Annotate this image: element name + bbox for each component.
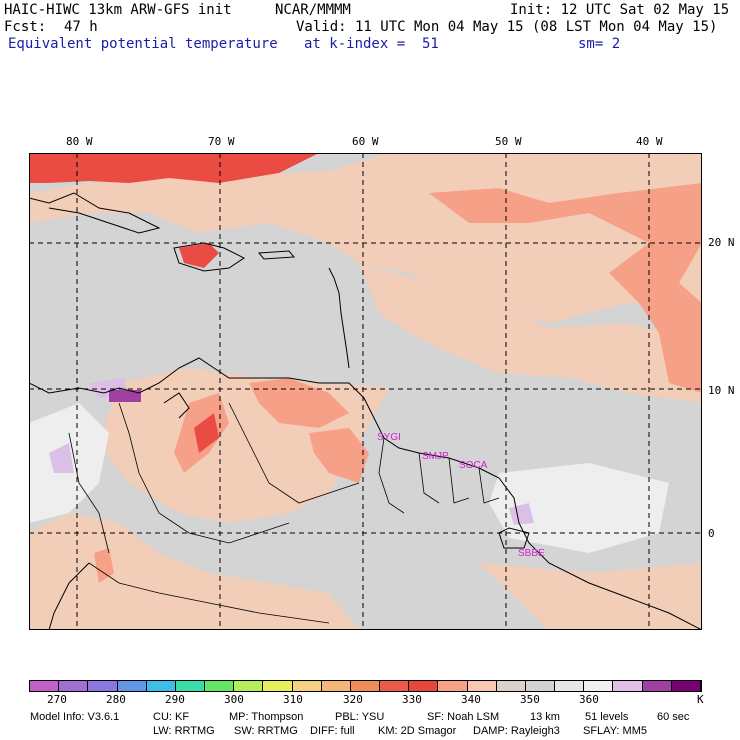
organization: NCAR/MMMM	[275, 2, 351, 18]
colorbar-swatch	[321, 681, 351, 691]
footer-levels: 51 levels	[585, 711, 629, 723]
lat-lon-grid	[29, 153, 702, 630]
model-title: HAIC-HIWC 13km ARW-GFS init	[4, 2, 232, 18]
station-smjp: SMJP	[422, 451, 449, 462]
colorbar-swatch	[146, 681, 176, 691]
colorbar-swatch	[117, 681, 147, 691]
cb-label-310: 310	[283, 693, 303, 706]
colorbar-swatch	[642, 681, 672, 691]
cb-label-290: 290	[165, 693, 185, 706]
lon-label-80w: 80 W	[66, 135, 93, 148]
cb-label-350: 350	[520, 693, 540, 706]
theta-e-peak-region	[109, 390, 141, 402]
colorbar-swatch	[263, 681, 293, 691]
colorbar-swatch	[496, 681, 526, 691]
footer-lw: LW: RRTMG	[153, 725, 215, 737]
footer-pbl: PBL: YSU	[335, 711, 385, 723]
colorbar-swatch	[467, 681, 497, 691]
map-frame	[29, 153, 702, 630]
footer-resolution: 13 km	[530, 711, 560, 723]
colorbar-swatch	[292, 681, 322, 691]
colorbar-swatch	[234, 681, 264, 691]
smoothing-info: sm= 2	[578, 36, 621, 52]
lat-label-eq: 0	[708, 527, 715, 540]
valid-time: Valid: 11 UTC Mon 04 May 15 (08 LST Mon …	[296, 19, 718, 35]
theta-e-360-region	[49, 378, 534, 525]
colorbar-swatch	[88, 681, 118, 691]
fcst-label: Fcst:	[4, 19, 47, 35]
cb-label-320: 320	[343, 693, 363, 706]
theta-e-330-region	[94, 183, 702, 583]
footer-sw: SW: RRTMG	[234, 725, 298, 737]
lon-label-70w: 70 W	[208, 135, 235, 148]
colorbar-swatch	[555, 681, 585, 691]
colorbar-swatch	[438, 681, 468, 691]
footer-diff: DIFF: full	[310, 725, 355, 737]
theta-e-hot-region	[29, 153, 319, 453]
colorbar-swatch	[175, 681, 206, 691]
colorbar-labels: 270 280 290 300 310 320 330 340 350 360 …	[0, 693, 740, 707]
cb-unit: K	[697, 693, 704, 706]
footer-sf: SF: Noah LSM	[427, 711, 500, 723]
level-info: at k-index = 51	[304, 36, 439, 52]
field-name: Equivalent potential temperature	[8, 36, 278, 52]
station-sbbe: SBBE	[518, 548, 545, 559]
init-time: Init: 12 UTC Sat 02 May 15	[510, 2, 730, 18]
cb-label-360: 360	[579, 693, 599, 706]
lon-label-50w: 50 W	[495, 135, 522, 148]
footer-cu: CU: KF	[153, 711, 190, 723]
cb-label-340: 340	[461, 693, 481, 706]
cb-label-270: 270	[47, 693, 67, 706]
station-sygi: SYGI	[377, 432, 401, 443]
footer-mp: MP: Thompson	[229, 711, 304, 723]
lon-label-60w: 60 W	[352, 135, 379, 148]
colorbar-swatch	[613, 681, 643, 691]
fcst-value: 47 h	[64, 19, 98, 35]
lon-label-40w: 40 W	[636, 135, 663, 148]
station-soca: SOCA	[459, 460, 488, 471]
cb-label-330: 330	[402, 693, 422, 706]
footer-model-info: Model Info: V3.6.1	[30, 711, 120, 723]
footer-km: KM: 2D Smagor	[378, 725, 457, 737]
theta-e-map	[29, 153, 702, 630]
colorbar-swatch	[380, 681, 410, 691]
colorbar-swatch	[350, 681, 381, 691]
colorbar-swatch	[30, 681, 60, 691]
colorbar	[29, 680, 702, 692]
colorbar-swatch	[409, 681, 439, 691]
colorbar-swatch	[584, 681, 614, 691]
footer-damp: DAMP: Rayleigh3	[473, 725, 560, 737]
footer-timestep: 60 sec	[657, 711, 690, 723]
cb-label-300: 300	[224, 693, 244, 706]
colorbar-swatch	[671, 681, 701, 691]
lat-label-10n: 10 N	[708, 384, 735, 397]
cb-label-280: 280	[106, 693, 126, 706]
colorbar-swatch	[525, 681, 556, 691]
lat-label-20n: 20 N	[708, 236, 735, 249]
colorbar-swatch	[205, 681, 235, 691]
colorbar-swatch	[59, 681, 89, 691]
footer-sflay: SFLAY: MM5	[583, 725, 647, 737]
